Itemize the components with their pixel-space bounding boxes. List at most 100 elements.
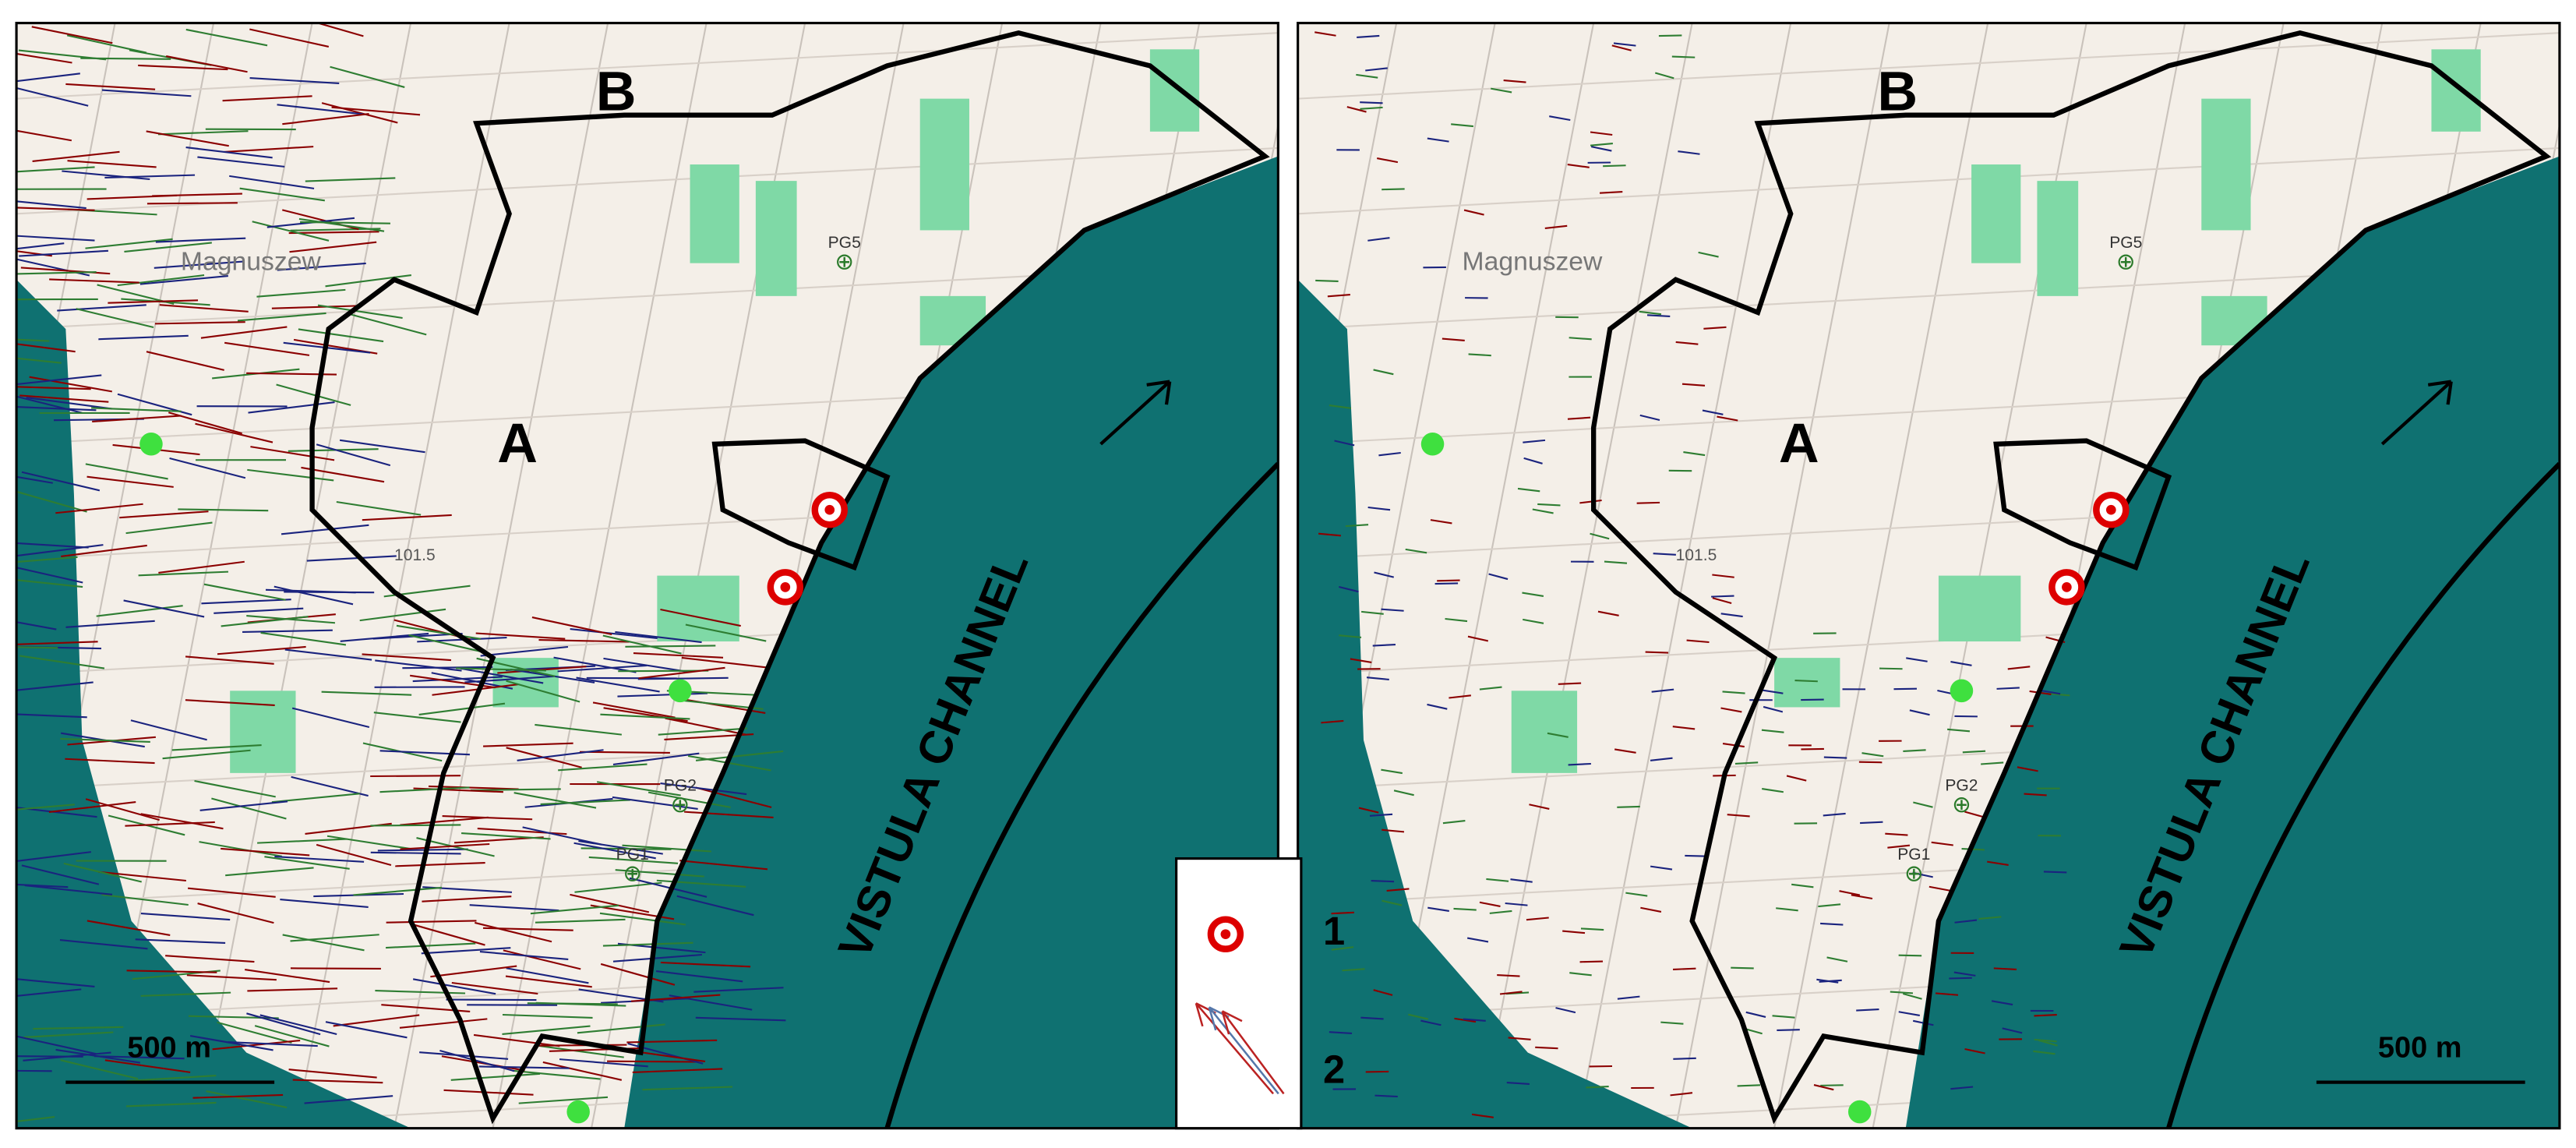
flow-arrow (518, 1096, 609, 1104)
flow-arrow (26, 397, 113, 410)
observation-point (1420, 433, 1445, 456)
forest (2037, 181, 2079, 296)
water (1297, 279, 1692, 1129)
flow-arrow (1858, 761, 1883, 764)
flow-arrow (16, 475, 53, 484)
channel-line (2166, 461, 2560, 1129)
flow-arrow (1681, 383, 1706, 387)
flow-arrow (693, 987, 784, 993)
flow-arrow (199, 800, 288, 811)
flow-arrow (185, 655, 274, 665)
flow-arrow (201, 599, 291, 605)
flow-arrow (65, 758, 155, 765)
flow-arrow (1597, 610, 1619, 616)
flow-arrow (1453, 907, 1477, 911)
flow-arrow (1613, 42, 1636, 47)
well-cross: ⊕ (623, 860, 642, 886)
scale-label: 500 m (127, 1031, 211, 1064)
legend-box (1175, 857, 1303, 1130)
forest (2201, 98, 2251, 231)
flow-arrow (16, 166, 95, 173)
flow-arrow (16, 270, 97, 275)
flow-arrow (479, 951, 569, 960)
flow-arrow (400, 842, 490, 850)
observation-point (566, 1100, 590, 1124)
flow-arrow (536, 1044, 627, 1047)
flow-arrow (531, 616, 612, 636)
area-label: B (1877, 60, 1918, 122)
flow-arrow (557, 664, 648, 673)
road (16, 23, 18, 28)
flow-arrow (1442, 819, 1466, 825)
flow-arrow (1651, 688, 1674, 693)
flow-arrow (618, 669, 709, 673)
flow-arrow (1703, 326, 1727, 330)
forest (690, 164, 739, 263)
flow-arrow (535, 918, 626, 924)
flow-arrow (1678, 150, 1700, 155)
flow-arrow (2033, 1050, 2056, 1055)
flow-arrow (60, 1059, 139, 1080)
flow-arrow (16, 579, 83, 588)
flow-arrow (212, 1039, 301, 1051)
boundary-a (1591, 30, 2552, 1125)
flow-arrow (16, 386, 91, 390)
flow-arrow (1885, 832, 1908, 836)
flow-arrow (442, 815, 533, 821)
flow-arrow (16, 621, 57, 631)
flow-arrow (16, 235, 95, 242)
flow-arrow (250, 446, 335, 461)
flow-arrow (1947, 728, 1971, 733)
flow-arrow (586, 676, 677, 680)
flow-arrow (19, 249, 109, 257)
flow-arrow (1599, 191, 1623, 194)
flow-arrow (19, 394, 109, 403)
flow-arrow (316, 443, 391, 467)
flow-arrow (1365, 67, 1388, 72)
flow-arrow (213, 607, 304, 614)
flow-arrow (16, 542, 89, 549)
flow-arrow (559, 1058, 648, 1068)
flow-arrow (658, 727, 747, 736)
flow-arrow (16, 851, 91, 863)
flow-arrow (1580, 927, 1604, 931)
flow-arrow (1987, 860, 2009, 866)
flow-arrow (362, 653, 452, 662)
flow-arrow (59, 939, 148, 950)
flow-arrow (1378, 451, 1401, 457)
flow-arrow (1639, 310, 1662, 316)
flow-arrow (1454, 1017, 1477, 1023)
flow-arrow (146, 130, 229, 147)
flow-arrow (1567, 163, 1590, 168)
flow-arrow (1856, 1008, 1879, 1012)
flow-arrow (1776, 907, 1798, 912)
flow-arrow (1468, 353, 1491, 357)
flow-arrow (1562, 930, 1586, 934)
flow-arrow (1342, 968, 1365, 972)
forest (1971, 164, 2021, 263)
area-label: B (596, 60, 637, 122)
flow-arrow (65, 83, 156, 90)
flow-arrow (259, 1014, 337, 1036)
flow-arrow (104, 174, 196, 179)
flow-arrow (1818, 903, 1841, 908)
flow-arrow (138, 570, 229, 577)
well-center (780, 582, 791, 592)
flow-arrow (321, 691, 412, 696)
flow-arrow (370, 851, 461, 855)
flow-arrow (186, 974, 277, 981)
flow-arrow (330, 65, 405, 88)
flow-arrow (65, 620, 155, 628)
flow-arrow (612, 752, 700, 765)
flow-arrow (1522, 592, 1544, 597)
flow-arrow (16, 250, 52, 257)
flow-arrow (1898, 954, 1922, 957)
flow-arrow (1928, 885, 1950, 892)
flow-arrow (1964, 811, 1984, 818)
flow-arrow (32, 150, 120, 163)
map-body (1297, 23, 2560, 1129)
flow-arrow (288, 1069, 377, 1079)
flow-arrow (1820, 922, 1844, 926)
flow-arrow (1993, 967, 2017, 971)
area-label: A (497, 412, 538, 475)
